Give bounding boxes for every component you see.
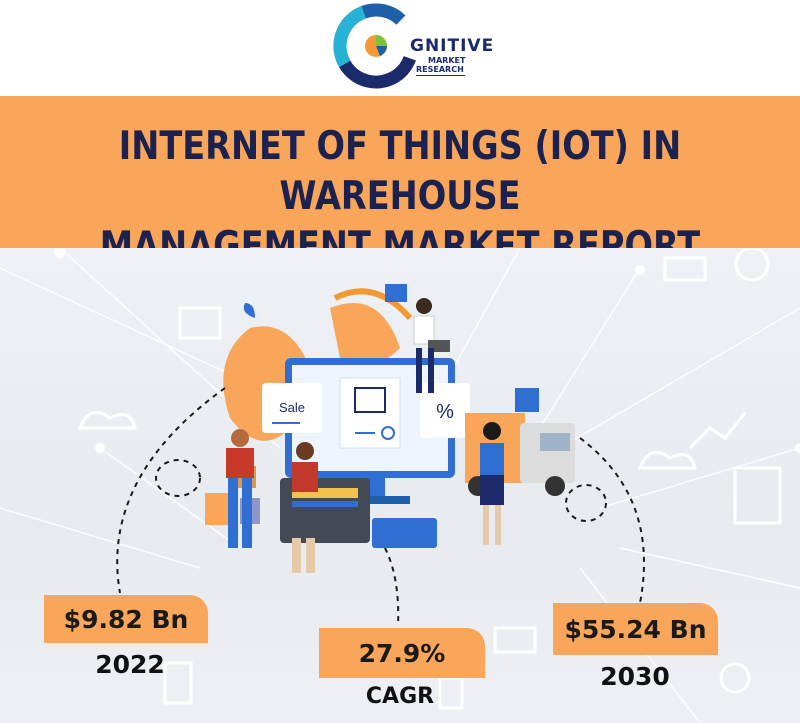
- stat-2022-value-text: $9.82 Bn: [63, 604, 189, 634]
- network-nodes: [54, 248, 800, 453]
- dashed-connectors: [116, 387, 645, 627]
- worker-figure: [226, 429, 254, 548]
- stat-cagr-value: 27.9%: [319, 628, 485, 678]
- report-title-line-1: INTERNET OF THINGS (IOT) IN WAREHOUSE: [118, 124, 682, 219]
- logo-brand-text: GNITIVE: [410, 36, 495, 56]
- sale-card: Sale: [262, 383, 322, 433]
- man-figure: [292, 442, 318, 573]
- faint-background-icons: [77, 248, 782, 710]
- stat-cagr-label: CAGR: [365, 684, 435, 709]
- cognitive-logo-icon: [333, 3, 419, 89]
- blue-square-icon: [515, 388, 539, 412]
- stat-cagr-value-text: 27.9%: [358, 638, 446, 668]
- woman-figure: [480, 422, 504, 545]
- percent-card-text: %: [436, 401, 454, 423]
- logo-sub-text: MARKET RESEARCH: [416, 56, 466, 76]
- stat-2030-label: 2030: [600, 662, 670, 691]
- stat-2030-value-text: $55.24 Bn: [564, 614, 707, 644]
- scene-artwork: Sale %: [0, 248, 800, 723]
- credit-card-graphic: [280, 478, 370, 543]
- stat-2022-label: 2022: [95, 650, 165, 679]
- stat-2030-value: $55.24 Bn: [553, 603, 718, 655]
- title-banner: INTERNET OF THINGS (IOT) IN WAREHOUSE MA…: [0, 96, 800, 319]
- keyboard-graphic: [372, 518, 437, 548]
- laptop-woman-figure: [413, 298, 450, 393]
- percent-card: %: [420, 383, 470, 438]
- logo-sub-line-1: MARKET: [428, 56, 466, 65]
- sale-card-text: Sale: [279, 400, 305, 415]
- logo-sub-line-2: RESEARCH: [416, 65, 466, 76]
- stat-2022-value: $9.82 Bn: [44, 595, 208, 643]
- chat-bubble-icon: [385, 284, 407, 302]
- illustration-scene: Sale %: [0, 248, 800, 723]
- header: GNITIVE MARKET RESEARCH: [0, 0, 800, 96]
